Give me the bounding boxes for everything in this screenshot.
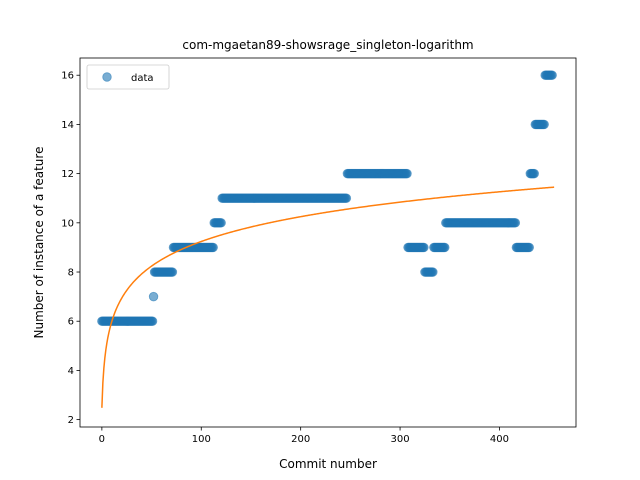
data-point bbox=[510, 218, 521, 228]
legend-label-data: data bbox=[131, 73, 154, 84]
legend: data bbox=[86, 64, 170, 90]
y-tick-label: 14 bbox=[61, 120, 74, 131]
legend-box bbox=[86, 64, 170, 90]
data-point bbox=[529, 168, 539, 179]
fit-line bbox=[101, 186, 555, 408]
data-point bbox=[341, 193, 352, 203]
y-tick-label: 12 bbox=[61, 169, 74, 180]
y-axis-label: Number of instance of a feature bbox=[32, 147, 46, 339]
legend-marker-data bbox=[102, 72, 112, 82]
data-point bbox=[147, 316, 158, 326]
data-point bbox=[402, 168, 412, 179]
data-layer bbox=[97, 70, 557, 408]
data-point bbox=[208, 242, 218, 253]
y-tick-label: 10 bbox=[61, 218, 74, 229]
x-tick-label: 300 bbox=[391, 434, 410, 445]
x-tick-label: 400 bbox=[490, 434, 509, 445]
data-point bbox=[148, 291, 159, 302]
data-point bbox=[547, 70, 557, 80]
data-point bbox=[524, 242, 534, 253]
y-axis-ticks: 2 4 6 8 10 12 14 16 bbox=[61, 71, 80, 426]
data-point bbox=[419, 242, 429, 253]
data-point bbox=[539, 119, 549, 130]
x-tick-label: 200 bbox=[291, 434, 310, 445]
y-tick-label: 6 bbox=[68, 317, 74, 328]
data-point bbox=[428, 267, 438, 277]
y-tick-label: 16 bbox=[61, 71, 74, 82]
y-tick-label: 2 bbox=[68, 415, 74, 426]
y-tick-label: 4 bbox=[68, 366, 74, 377]
y-tick-label: 8 bbox=[68, 268, 74, 279]
data-point bbox=[216, 218, 226, 228]
x-axis-ticks: 0 100 200 300 400 bbox=[99, 427, 509, 445]
axes-frame bbox=[79, 57, 577, 428]
chart-title: com-mgaetan89-showsrage_singleton-logari… bbox=[182, 38, 473, 52]
x-axis-label: Commit number bbox=[279, 457, 377, 471]
x-tick-label: 100 bbox=[192, 434, 211, 445]
data-point bbox=[440, 242, 450, 253]
data-point bbox=[167, 267, 178, 277]
x-tick-label: 0 bbox=[99, 434, 105, 445]
